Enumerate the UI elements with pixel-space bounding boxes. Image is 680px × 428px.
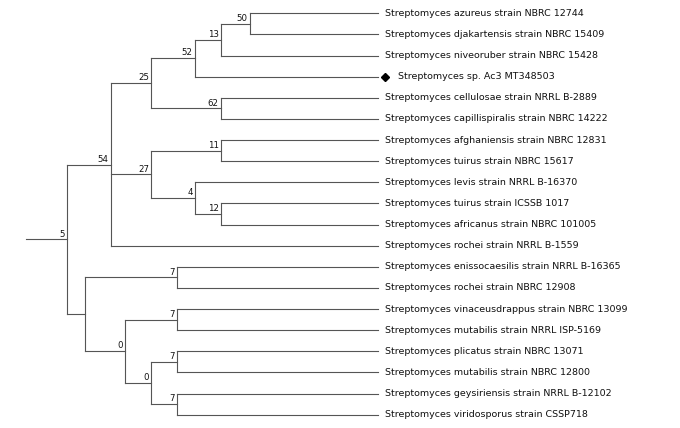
Text: Streptomyces enissocaesilis strain NRRL B-16365: Streptomyces enissocaesilis strain NRRL … [385, 262, 621, 271]
Text: Streptomyces sp. Ac3 MT348503: Streptomyces sp. Ac3 MT348503 [398, 72, 555, 81]
Text: 7: 7 [169, 352, 175, 361]
Text: 0: 0 [118, 342, 123, 351]
Text: 13: 13 [207, 30, 218, 39]
Text: Streptomyces niveoruber strain NBRC 15428: Streptomyces niveoruber strain NBRC 1542… [385, 51, 598, 60]
Text: Streptomyces tuirus strain NBRC 15617: Streptomyces tuirus strain NBRC 15617 [385, 157, 574, 166]
Text: 7: 7 [169, 394, 175, 403]
Text: Streptomyces africanus strain NBRC 101005: Streptomyces africanus strain NBRC 10100… [385, 220, 596, 229]
Text: 25: 25 [138, 74, 149, 83]
Text: 62: 62 [207, 98, 218, 107]
Text: 5: 5 [59, 229, 65, 238]
Text: Streptomyces viridosporus strain CSSP718: Streptomyces viridosporus strain CSSP718 [385, 410, 588, 419]
Text: 27: 27 [138, 164, 149, 174]
Text: Streptomyces rochei strain NRRL B-1559: Streptomyces rochei strain NRRL B-1559 [385, 241, 579, 250]
Text: 7: 7 [169, 268, 175, 276]
Text: 50: 50 [237, 14, 248, 23]
Text: 12: 12 [207, 204, 218, 213]
Text: Streptomyces rochei strain NBRC 12908: Streptomyces rochei strain NBRC 12908 [385, 283, 575, 292]
Text: Streptomyces mutabilis strain NBRC 12800: Streptomyces mutabilis strain NBRC 12800 [385, 368, 590, 377]
Text: 11: 11 [207, 141, 218, 150]
Text: Streptomyces vinaceusdrappus strain NBRC 13099: Streptomyces vinaceusdrappus strain NBRC… [385, 305, 628, 314]
Text: Streptomyces geysiriensis strain NRRL B-12102: Streptomyces geysiriensis strain NRRL B-… [385, 389, 612, 398]
Text: 54: 54 [97, 155, 109, 163]
Text: 4: 4 [188, 188, 193, 197]
Text: 0: 0 [143, 373, 149, 382]
Text: 52: 52 [182, 48, 193, 57]
Text: Streptomyces capillispiralis strain NBRC 14222: Streptomyces capillispiralis strain NBRC… [385, 114, 608, 123]
Text: Streptomyces djakartensis strain NBRC 15409: Streptomyces djakartensis strain NBRC 15… [385, 30, 605, 39]
Text: 7: 7 [169, 310, 175, 319]
Text: Streptomyces azureus strain NBRC 12744: Streptomyces azureus strain NBRC 12744 [385, 9, 584, 18]
Text: Streptomyces levis strain NRRL B-16370: Streptomyces levis strain NRRL B-16370 [385, 178, 577, 187]
Text: Streptomyces cellulosae strain NRRL B-2889: Streptomyces cellulosae strain NRRL B-28… [385, 93, 597, 102]
Text: Streptomyces plicatus strain NBRC 13071: Streptomyces plicatus strain NBRC 13071 [385, 347, 583, 356]
Text: Streptomyces mutabilis strain NRRL ISP-5169: Streptomyces mutabilis strain NRRL ISP-5… [385, 326, 601, 335]
Text: Streptomyces tuirus strain ICSSB 1017: Streptomyces tuirus strain ICSSB 1017 [385, 199, 569, 208]
Text: Streptomyces afghaniensis strain NBRC 12831: Streptomyces afghaniensis strain NBRC 12… [385, 136, 607, 145]
